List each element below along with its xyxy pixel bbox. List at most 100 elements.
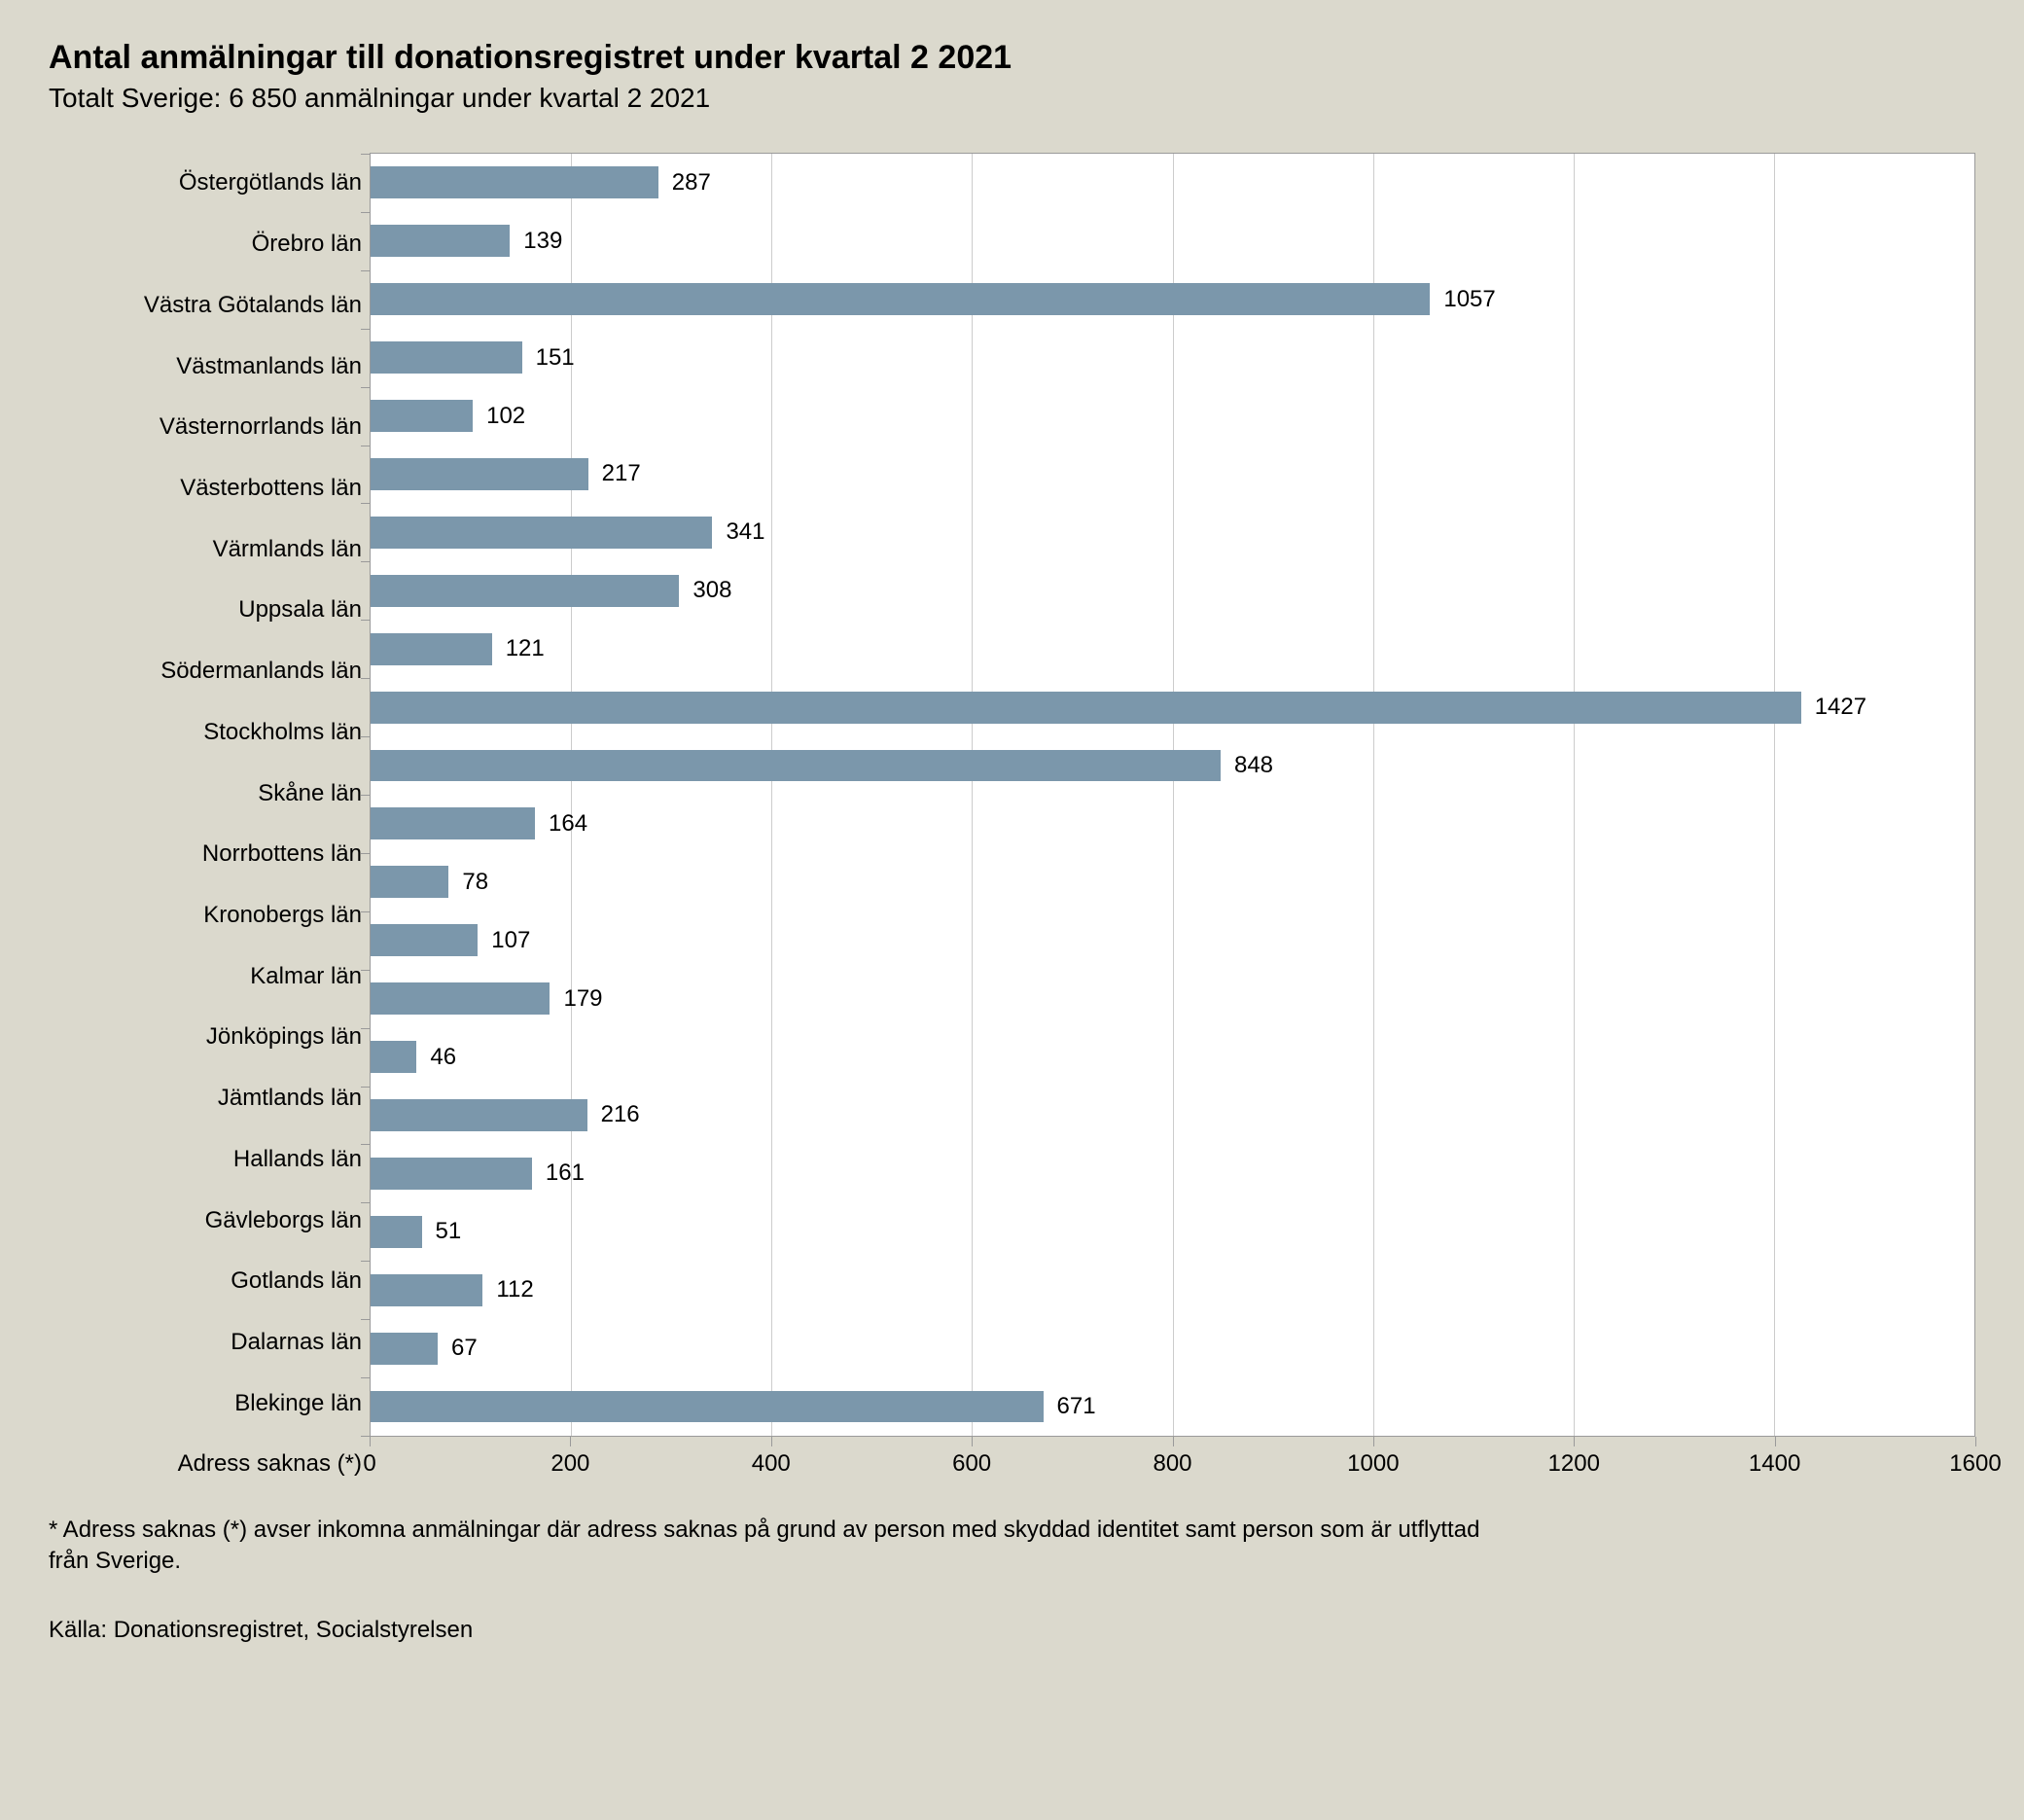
- chart-subtitle: Totalt Sverige: 6 850 anmälningar under …: [49, 83, 1975, 114]
- bar: [371, 1216, 422, 1248]
- y-tick: [361, 1261, 371, 1262]
- bar-row: 161: [371, 1144, 1974, 1202]
- bar: [371, 458, 588, 490]
- y-axis-label: Skåne län: [49, 782, 362, 805]
- y-axis-label: Stockholms län: [49, 721, 362, 744]
- bar-row: 287: [371, 154, 1974, 212]
- bar: [371, 982, 550, 1015]
- bar-row: 46: [371, 1028, 1974, 1087]
- y-tick: [361, 911, 371, 912]
- bar: [371, 750, 1221, 782]
- y-tick: [361, 678, 371, 679]
- bar: [371, 575, 679, 607]
- plot-area: 287 139 1057 151 102 217 341 308 121 1427 848 164 78…: [370, 153, 1975, 1437]
- bar-value-label: 46: [430, 1044, 456, 1071]
- y-axis-label: Norrbottens län: [49, 842, 362, 866]
- bar: [371, 1158, 532, 1190]
- x-tick: [1975, 1437, 1976, 1446]
- bar-row: 51: [371, 1202, 1974, 1261]
- bar: [371, 166, 658, 198]
- x-tick-label: 1200: [1548, 1450, 1600, 1478]
- x-tick: [972, 1437, 973, 1446]
- y-tick: [361, 795, 371, 796]
- x-tick: [771, 1437, 772, 1446]
- y-tick: [361, 736, 371, 737]
- y-tick: [361, 620, 371, 621]
- y-axis-labels: Östergötlands länÖrebro länVästra Götala…: [49, 153, 370, 1495]
- bar-value-label: 216: [601, 1101, 640, 1128]
- bar-value-label: 51: [436, 1218, 462, 1245]
- x-tick: [570, 1437, 571, 1446]
- bar: [371, 400, 473, 432]
- x-tick: [370, 1437, 371, 1446]
- bar-row: 217: [371, 446, 1974, 504]
- bar-value-label: 287: [672, 169, 711, 196]
- bar: [371, 866, 448, 898]
- y-axis-label: Jönköpings län: [49, 1025, 362, 1049]
- bar: [371, 341, 522, 374]
- x-tick-label: 0: [363, 1450, 375, 1478]
- y-tick: [361, 561, 371, 562]
- y-tick: [361, 1319, 371, 1320]
- y-axis-label: Gotlands län: [49, 1269, 362, 1293]
- bar: [371, 633, 492, 665]
- bar-row: 151: [371, 329, 1974, 387]
- bar-value-label: 164: [549, 810, 587, 838]
- bar-row: 121: [371, 620, 1974, 678]
- bar-value-label: 308: [692, 577, 731, 604]
- bar: [371, 924, 478, 956]
- x-tick: [1574, 1437, 1575, 1446]
- y-tick: [361, 970, 371, 971]
- y-axis-label: Hallands län: [49, 1148, 362, 1171]
- y-axis-label: Östergötlands län: [49, 171, 362, 195]
- y-tick: [361, 212, 371, 213]
- bar: [371, 1333, 438, 1365]
- bar-row: 139: [371, 212, 1974, 270]
- bar-row: 1427: [371, 678, 1974, 736]
- x-tick-label: 1000: [1347, 1450, 1399, 1478]
- x-tick: [1173, 1437, 1174, 1446]
- x-tick-label: 1400: [1749, 1450, 1800, 1478]
- bar-row: 216: [371, 1087, 1974, 1145]
- bar-row: 107: [371, 911, 1974, 970]
- bar-row: 179: [371, 970, 1974, 1028]
- bars: 287 139 1057 151 102 217 341 308 121 1427 848 164 78…: [371, 154, 1974, 1436]
- bar-value-label: 1057: [1443, 286, 1495, 313]
- bar-row: 78: [371, 853, 1974, 911]
- bar-value-label: 341: [726, 518, 764, 546]
- y-axis-label: Kalmar län: [49, 965, 362, 988]
- y-tick: [361, 503, 371, 504]
- bar: [371, 1041, 416, 1073]
- y-axis-label: Värmlands län: [49, 538, 362, 561]
- bar: [371, 1099, 587, 1131]
- y-tick: [361, 329, 371, 330]
- x-tick-label: 800: [1153, 1450, 1191, 1478]
- bar-value-label: 848: [1234, 752, 1273, 779]
- bar: [371, 1274, 482, 1306]
- y-axis-label: Blekinge län: [49, 1392, 362, 1415]
- y-tick: [361, 270, 371, 271]
- bar-value-label: 151: [536, 344, 575, 372]
- y-axis-label: Västernorrlands län: [49, 415, 362, 439]
- y-axis-label: Adress saknas (*): [49, 1452, 362, 1476]
- bar-row: 102: [371, 387, 1974, 446]
- y-axis-label: Jämtlands län: [49, 1087, 362, 1110]
- bar-value-label: 102: [486, 403, 525, 430]
- bar-value-label: 67: [451, 1335, 478, 1362]
- x-tick-label: 400: [752, 1450, 791, 1478]
- y-axis-label: Gävleborgs län: [49, 1209, 362, 1232]
- bar-value-label: 161: [546, 1160, 585, 1187]
- y-axis-label: Uppsala län: [49, 598, 362, 622]
- y-axis-label: Västmanlands län: [49, 355, 362, 378]
- footnote: * Adress saknas (*) avser inkomna anmäln…: [49, 1515, 1508, 1578]
- y-axis-label: Örebro län: [49, 232, 362, 256]
- bar: [371, 692, 1801, 724]
- bar-value-label: 671: [1057, 1393, 1096, 1420]
- y-axis-label: Kronobergs län: [49, 904, 362, 927]
- bar-row: 341: [371, 503, 1974, 561]
- y-tick: [361, 1087, 371, 1088]
- x-tick-label: 600: [952, 1450, 991, 1478]
- bar-row: 112: [371, 1261, 1974, 1319]
- bar-value-label: 121: [506, 635, 545, 662]
- bar-value-label: 1427: [1815, 694, 1866, 721]
